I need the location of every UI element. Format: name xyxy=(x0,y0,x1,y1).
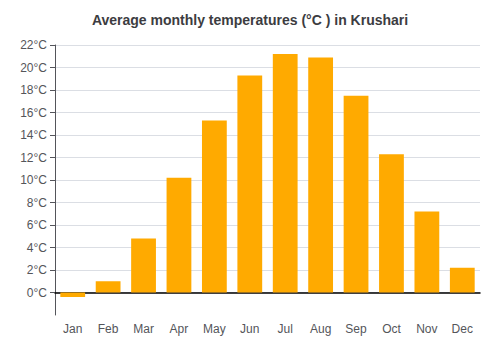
svg-text:Dec: Dec xyxy=(452,322,473,336)
svg-text:12°C: 12°C xyxy=(20,151,47,165)
svg-text:Mar: Mar xyxy=(133,322,154,336)
svg-text:0°C: 0°C xyxy=(27,286,47,300)
svg-text:May: May xyxy=(203,322,226,336)
svg-text:Jul: Jul xyxy=(278,322,293,336)
svg-text:18°C: 18°C xyxy=(20,83,47,97)
svg-text:Aug: Aug xyxy=(310,322,331,336)
svg-text:16°C: 16°C xyxy=(20,106,47,120)
svg-text:Feb: Feb xyxy=(98,322,119,336)
svg-text:Jan: Jan xyxy=(63,322,82,336)
svg-text:Oct: Oct xyxy=(382,322,401,336)
svg-text:2°C: 2°C xyxy=(27,263,47,277)
svg-text:Nov: Nov xyxy=(416,322,437,336)
svg-text:4°C: 4°C xyxy=(27,241,47,255)
svg-text:Sep: Sep xyxy=(345,322,367,336)
svg-text:14°C: 14°C xyxy=(20,128,47,142)
svg-text:8°C: 8°C xyxy=(27,196,47,210)
svg-text:22°C: 22°C xyxy=(20,38,47,52)
svg-text:Apr: Apr xyxy=(170,322,189,336)
svg-text:6°C: 6°C xyxy=(27,218,47,232)
svg-text:10°C: 10°C xyxy=(20,173,47,187)
svg-text:Average monthly temperatures (: Average monthly temperatures (°C ) in Kr… xyxy=(92,12,408,28)
svg-text:Jun: Jun xyxy=(240,322,259,336)
svg-text:20°C: 20°C xyxy=(20,61,47,75)
